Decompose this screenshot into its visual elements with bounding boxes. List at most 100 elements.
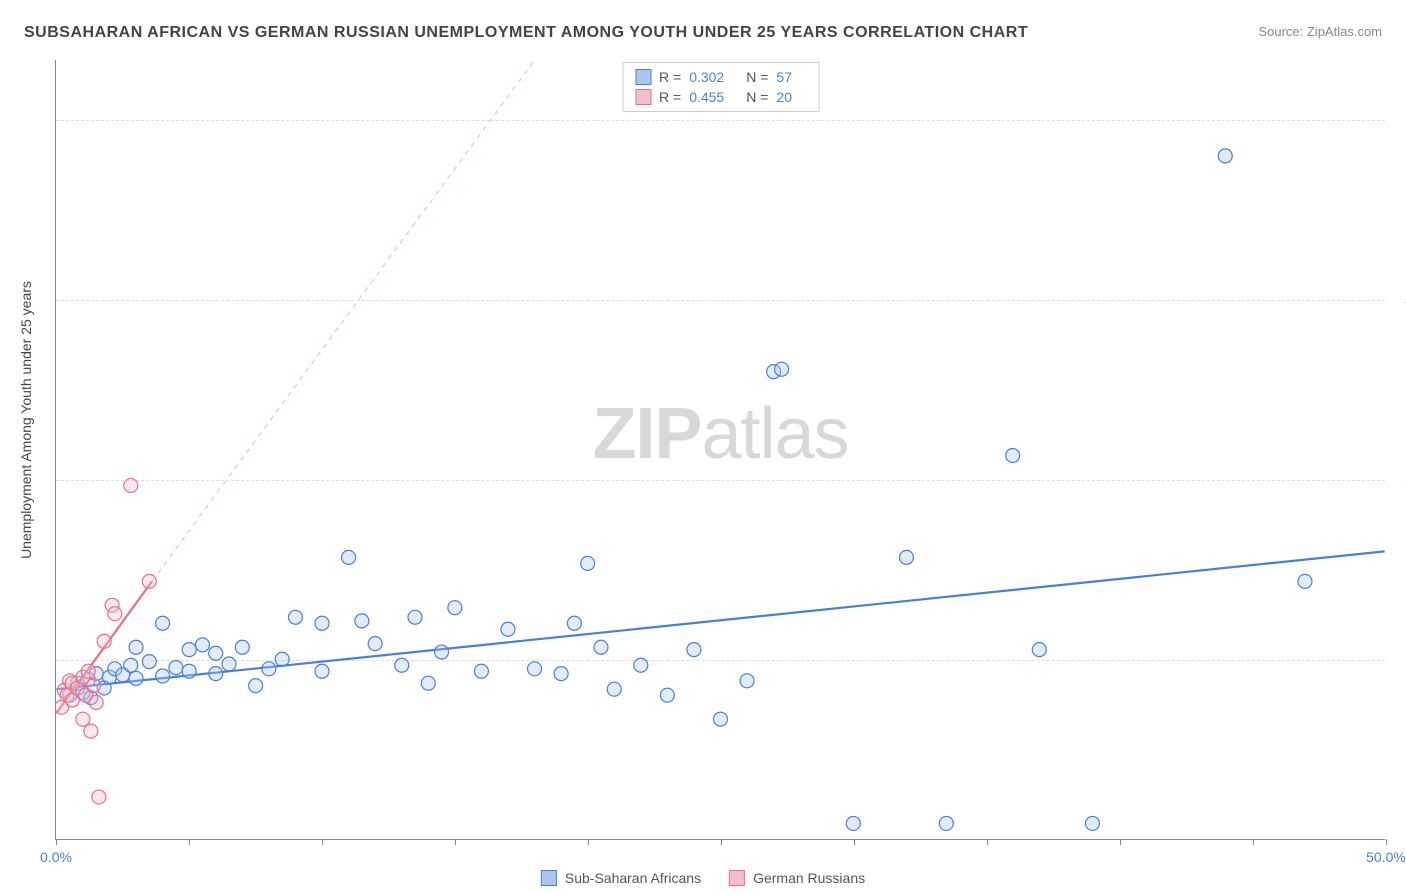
correlation-legend: R = 0.302 N = 57 R = 0.455 N = 20 (622, 62, 819, 112)
data-point (315, 616, 329, 630)
legend-n-label: N = (746, 89, 768, 105)
legend-swatch (541, 870, 557, 886)
x-tick (1386, 839, 1387, 845)
y-tick-label: 15.0% (1390, 652, 1406, 668)
x-tick (854, 839, 855, 845)
data-point (315, 664, 329, 678)
y-tick-label: 60.0% (1390, 112, 1406, 128)
data-point (275, 652, 289, 666)
plot-area: ZIPatlas R = 0.302 N = 57 R = 0.455 N = … (55, 60, 1385, 840)
data-point (87, 679, 101, 693)
data-point (108, 607, 122, 621)
source-label: Source: ZipAtlas.com (1258, 24, 1382, 39)
x-tick (1253, 839, 1254, 845)
y-tick-label: 45.0% (1390, 292, 1406, 308)
data-point (124, 658, 138, 672)
data-point (97, 634, 111, 648)
trend-line-extension (152, 60, 561, 581)
trend-line (56, 551, 1384, 689)
x-tick (56, 839, 57, 845)
data-point (899, 550, 913, 564)
legend-n-label: N = (746, 69, 768, 85)
data-point (182, 664, 196, 678)
legend-row: R = 0.455 N = 20 (635, 87, 806, 107)
scatter-svg (56, 60, 1385, 839)
data-point (84, 724, 98, 738)
data-point (775, 362, 789, 376)
x-tick (987, 839, 988, 845)
data-point (567, 616, 581, 630)
data-point (581, 556, 595, 570)
data-point (129, 640, 143, 654)
data-point (607, 682, 621, 696)
data-point (156, 669, 170, 683)
data-point (1298, 574, 1312, 588)
data-point (1218, 149, 1232, 163)
data-point (435, 645, 449, 659)
data-point (1085, 816, 1099, 830)
data-point (714, 712, 728, 726)
data-point (554, 667, 568, 681)
legend-swatch (635, 69, 651, 85)
data-point (142, 574, 156, 588)
data-point (129, 671, 143, 685)
data-point (939, 816, 953, 830)
data-point (209, 646, 223, 660)
data-point (846, 816, 860, 830)
data-point (421, 676, 435, 690)
x-tick (189, 839, 190, 845)
legend-item: Sub-Saharan Africans (541, 870, 701, 886)
data-point (169, 661, 183, 675)
data-point (124, 478, 138, 492)
y-tick-label: 30.0% (1390, 472, 1406, 488)
legend-n-value: 57 (776, 69, 792, 85)
x-tick (588, 839, 589, 845)
legend-r-value: 0.455 (689, 89, 724, 105)
data-point (528, 662, 542, 676)
series-legend: Sub-Saharan Africans German Russians (541, 870, 865, 886)
data-point (474, 664, 488, 678)
data-point (288, 610, 302, 624)
data-point (235, 640, 249, 654)
data-point (355, 614, 369, 628)
legend-label: German Russians (753, 870, 865, 886)
data-point (92, 790, 106, 804)
data-point (740, 674, 754, 688)
data-point (209, 667, 223, 681)
data-point (687, 643, 701, 657)
legend-r-label: R = (659, 69, 681, 85)
legend-item: German Russians (729, 870, 865, 886)
data-point (448, 601, 462, 615)
data-point (142, 655, 156, 669)
data-point (594, 640, 608, 654)
data-point (1032, 643, 1046, 657)
data-point (76, 712, 90, 726)
y-axis-label: Unemployment Among Youth under 25 years (18, 281, 34, 559)
data-point (342, 550, 356, 564)
data-point (262, 662, 276, 676)
data-point (195, 638, 209, 652)
data-point (368, 637, 382, 651)
legend-r-label: R = (659, 89, 681, 105)
legend-swatch (729, 870, 745, 886)
legend-swatch (635, 89, 651, 105)
data-point (156, 616, 170, 630)
legend-label: Sub-Saharan Africans (565, 870, 701, 886)
data-point (660, 688, 674, 702)
x-tick (721, 839, 722, 845)
data-point (501, 622, 515, 636)
x-tick (322, 839, 323, 845)
data-point (81, 664, 95, 678)
data-point (222, 657, 236, 671)
legend-n-value: 20 (776, 89, 792, 105)
x-tick (1120, 839, 1121, 845)
legend-r-value: 0.302 (689, 69, 724, 85)
x-tick-label: 50.0% (1366, 849, 1406, 865)
data-point (89, 695, 103, 709)
data-point (1006, 449, 1020, 463)
data-point (634, 658, 648, 672)
x-tick-label: 0.0% (40, 849, 72, 865)
data-point (249, 679, 263, 693)
data-point (408, 610, 422, 624)
legend-row: R = 0.302 N = 57 (635, 67, 806, 87)
